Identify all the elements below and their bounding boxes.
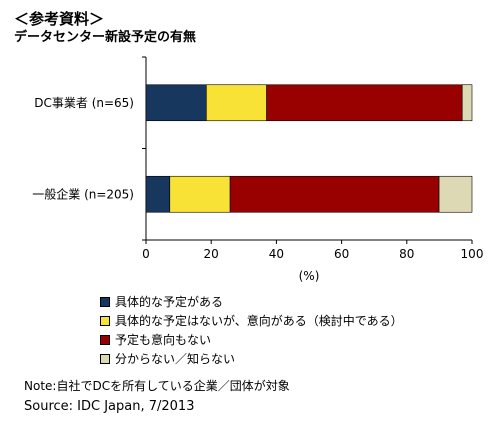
legend-label: 予定も意向もない [115,333,212,347]
bar-segment [145,84,207,122]
legend-swatch [100,296,110,307]
bar-segment [169,175,231,213]
legend-label: 分からない／知らない [115,352,236,366]
bar-segment [266,84,463,122]
bar-segment [229,175,440,213]
legend-item: 具体的な予定がある [100,292,403,311]
chart-legend: 具体的な予定がある具体的な予定はないが、意向がある（検討中である） 予定も意向もな… [100,292,403,368]
chart-header: ＜参考資料＞ データセンター新設予定の有無 [14,10,196,47]
bar-segment [145,175,171,213]
x-tick-label: 20 [204,247,219,261]
legend-item: 具体的な予定はないが、意向がある（検討中である） [100,311,403,330]
legend-swatch [100,334,110,345]
x-tick-label: 0 [142,247,150,261]
legend-item: 予定も意向もない [100,330,403,349]
y-category-label: DC事業者 (n=65) [34,96,134,110]
bar-segment [438,175,473,213]
y-category-label: 一般企業 (n=205) [32,186,134,201]
x-tick-label: 100 [461,247,484,261]
legend-swatch [100,353,110,364]
legend-label: 具体的な予定はないが、意向がある（検討中である） [115,314,403,328]
bar-segment [206,84,267,122]
legend-label: 具体的な予定がある [115,295,224,309]
x-axis-label: (%) [299,269,320,283]
chart-plot: 0 20 40 60 80 100 (%) DC事業者 (n=65) 一般企業 (n=205) [32,56,484,283]
x-tick-label: 40 [269,247,284,261]
x-tick-label: 80 [399,247,414,261]
reference-label: ＜参考資料＞ [14,10,105,28]
chart-title: データセンター新設予定の有無 [14,30,197,45]
x-tick-label: 60 [334,247,349,261]
legend-item: 分からない／知らない [100,349,403,368]
legend-swatch [100,315,110,326]
footnote: Note:自社でDCを所有している企業／団体が対象 [24,379,290,393]
source-credit: Source: IDC Japan, 7/2013 [24,399,195,414]
bar-segment [461,84,473,122]
